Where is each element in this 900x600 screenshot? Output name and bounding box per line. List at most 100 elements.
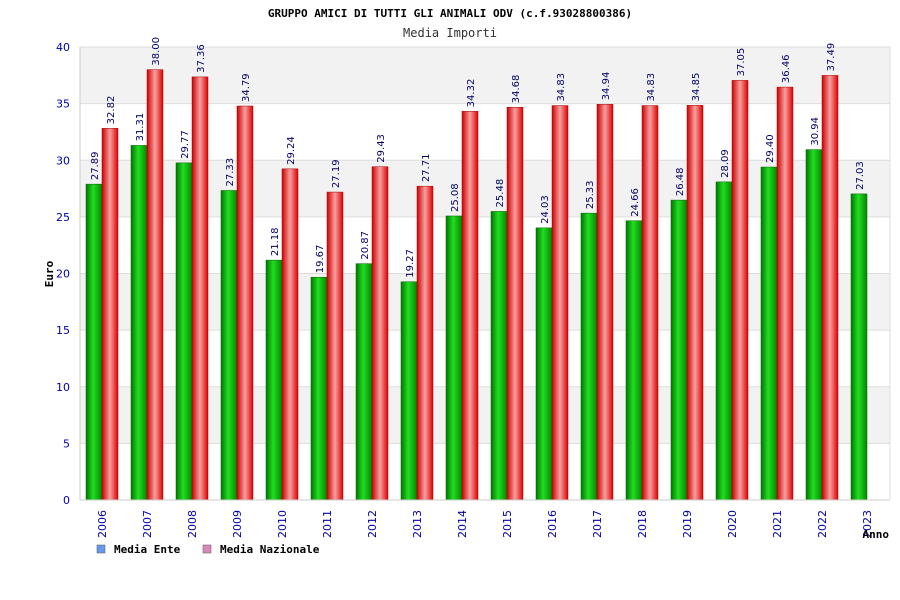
y-tick-label: 30 [56,154,70,167]
x-tick-label: 2014 [456,510,469,538]
data-label: 21.18 [270,227,281,256]
bar-media-nazionale [776,86,794,501]
data-label: 25.33 [585,180,596,209]
y-tick-label: 35 [56,98,70,111]
bar-media-nazionale [686,105,704,501]
data-label: 20.87 [360,231,371,260]
bar-media-ente [265,259,283,501]
x-tick-label: 2015 [501,510,514,538]
x-tick-label: 2023 [861,510,874,538]
bar-media-ente [580,212,598,501]
data-label: 29.77 [180,130,191,159]
bar-media-nazionale [506,106,524,501]
bar-media-ente [310,276,328,501]
legend-swatch [202,544,212,554]
data-label: 37.05 [736,48,747,77]
bar-media-nazionale [821,75,839,501]
bar-media-nazionale [146,69,164,501]
plot-band [80,160,890,217]
bar-media-nazionale [371,166,389,501]
data-label: 37.36 [196,44,207,73]
data-label: 30.94 [810,117,821,146]
data-label: 29.43 [376,134,387,163]
y-tick-label: 20 [56,268,70,281]
x-tick-label: 2011 [321,510,334,538]
bar-media-nazionale [236,105,254,501]
bar-media-nazionale [551,105,569,501]
bar-media-ente [220,190,238,501]
x-tick-label: 2008 [186,510,199,538]
plot-band [80,103,890,161]
plot-band [80,330,890,387]
x-tick-label: 2019 [681,510,694,538]
plot-band [80,443,890,500]
bar-media-ente [130,145,148,501]
data-label: 37.49 [826,43,837,72]
bar-media-nazionale [596,104,614,501]
data-label: 27.89 [90,152,101,181]
data-label: 27.71 [421,154,432,183]
x-tick-label: 2007 [141,510,154,538]
chart-title: GRUPPO AMICI DI TUTTI GLI ANIMALI ODV (c… [268,7,632,20]
x-tick-label: 2017 [591,510,604,538]
y-tick-label: 5 [63,437,70,450]
data-label: 38.00 [151,37,162,66]
data-label: 32.82 [106,96,117,125]
data-label: 29.40 [765,134,776,163]
x-tick-label: 2018 [636,510,649,538]
x-tick-label: 2006 [96,510,109,538]
data-label: 34.94 [601,72,612,101]
data-label: 34.79 [241,73,252,102]
bar-media-ente [400,281,418,501]
bar-media-nazionale [191,76,209,501]
x-tick-label: 2022 [816,510,829,538]
chart-subtitle: Media Importi [403,26,497,40]
bar-media-ente [715,181,733,501]
data-label: 34.32 [466,79,477,108]
data-label: 36.46 [781,54,792,83]
bar-media-ente [805,149,823,501]
data-label: 34.68 [511,75,522,104]
legend-swatch [96,544,106,554]
bar-media-ente [760,166,778,501]
x-tick-label: 2010 [276,510,289,538]
bar-media-nazionale [461,111,479,501]
data-label: 34.85 [691,73,702,102]
x-tick-label: 2021 [771,510,784,538]
x-tick-label: 2016 [546,510,559,538]
bar-media-ente [625,220,643,501]
data-label: 25.08 [450,183,461,212]
data-label: 24.03 [540,195,551,224]
bar-media-ente [670,199,688,501]
y-tick-label: 10 [56,381,70,394]
data-label: 31.31 [135,113,146,142]
data-label: 34.83 [646,73,657,102]
bar-media-nazionale [326,191,344,501]
bar-media-ente [535,227,553,501]
legend-label: Media Ente [114,543,181,556]
data-label: 24.66 [630,188,641,217]
y-axis-label: Euro [43,260,56,287]
data-label: 26.48 [675,167,686,196]
bar-media-nazionale [641,105,659,501]
plot-band [80,386,890,444]
plot-band [80,273,890,331]
legend-label: Media Nazionale [220,543,320,556]
plot-band [80,47,890,104]
y-tick-label: 0 [63,494,70,507]
data-label: 28.09 [720,149,731,178]
bar-media-nazionale [281,168,299,501]
data-label: 27.19 [331,159,342,188]
bar-media-ente [490,211,508,501]
x-tick-label: 2013 [411,510,424,538]
data-label: 27.33 [225,158,236,187]
bar-media-ente [355,263,373,501]
data-label: 19.67 [315,245,326,274]
bar-media-ente [85,183,103,501]
plot-band [80,216,890,274]
y-tick-label: 40 [56,41,70,54]
data-label: 19.27 [405,249,416,278]
bar-media-ente [850,193,868,501]
data-label: 25.48 [495,179,506,208]
